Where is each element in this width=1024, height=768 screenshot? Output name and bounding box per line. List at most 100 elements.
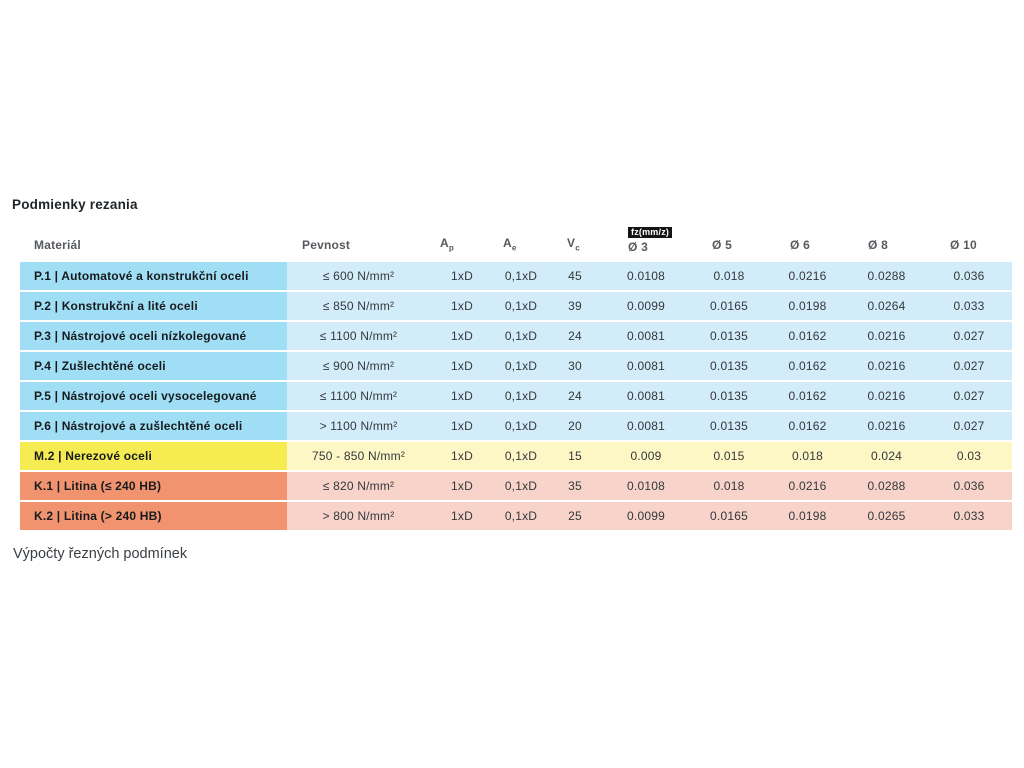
ae-symbol: A: [503, 235, 512, 250]
col-header-ap: Ap: [430, 224, 494, 260]
col-header-strength: Pevnost: [302, 238, 351, 252]
cell-fz-d8: 0.0216: [847, 382, 926, 410]
cutting-conditions-table: Materiál Pevnost Ap Ae Vc fz(mm/z) Ø 3 Ø…: [20, 222, 1012, 532]
cell-fz-d3: 0.0099: [602, 292, 690, 320]
cell-strength: ≤ 850 N/mm²: [287, 292, 430, 320]
cell-fz-d10: 0.027: [926, 412, 1012, 440]
cell-material: K.1 | Litina (≤ 240 HB): [20, 472, 287, 500]
cell-fz-d3: 0.009: [602, 442, 690, 470]
cell-ae: 0,1xD: [494, 352, 548, 380]
cell-ap: 1xD: [430, 442, 494, 470]
cell-fz-d3: 0.0081: [602, 412, 690, 440]
col-header-diameter-6: Ø 6: [790, 238, 810, 252]
cell-ae: 0,1xD: [494, 412, 548, 440]
cell-fz-d6: 0.0162: [768, 322, 847, 350]
cell-fz-d6: 0.0162: [768, 352, 847, 380]
cell-fz-d6: 0.018: [768, 442, 847, 470]
cell-material: K.2 | Litina (> 240 HB): [20, 502, 287, 530]
table-row-p6: P.6 | Nástrojové a zušlechtěné oceli > 1…: [20, 412, 1012, 440]
table-row-p1: P.1 | Automatové a konstrukční oceli ≤ 6…: [20, 262, 1012, 290]
cell-ae: 0,1xD: [494, 262, 548, 290]
cell-fz-d10: 0.033: [926, 292, 1012, 320]
section-title-calculations: Výpočty řezných podmínek: [13, 546, 188, 562]
cell-fz-d5: 0.0165: [690, 292, 768, 320]
cell-vc: 30: [548, 352, 602, 380]
cell-ae: 0,1xD: [494, 442, 548, 470]
cell-material: M.2 | Nerezové oceli: [20, 442, 287, 470]
ap-subscript: p: [448, 243, 454, 252]
cell-fz-d8: 0.0216: [847, 412, 926, 440]
cell-fz-d5: 0.0135: [690, 322, 768, 350]
cell-fz-d5: 0.018: [690, 472, 768, 500]
cell-material: P.1 | Automatové a konstrukční oceli: [20, 262, 287, 290]
cell-fz-d8: 0.0288: [847, 472, 926, 500]
table-row-m2: M.2 | Nerezové oceli 750 - 850 N/mm² 1xD…: [20, 442, 1012, 470]
cell-fz-d3: 0.0081: [602, 382, 690, 410]
ap-symbol: A: [440, 235, 449, 250]
cell-fz-d8: 0.0265: [847, 502, 926, 530]
cell-fz-d6: 0.0198: [768, 502, 847, 530]
cell-fz-d5: 0.0135: [690, 412, 768, 440]
cell-fz-d3: 0.0108: [602, 472, 690, 500]
cell-material: P.2 | Konstrukční a lité oceli: [20, 292, 287, 320]
cell-vc: 20: [548, 412, 602, 440]
cell-strength: > 1100 N/mm²: [287, 412, 430, 440]
header-row: Materiál Pevnost Ap Ae Vc fz(mm/z) Ø 3 Ø…: [20, 224, 1012, 260]
cell-material: P.5 | Nástrojové oceli vysocelegované: [20, 382, 287, 410]
vc-subscript: c: [575, 243, 580, 252]
cell-fz-d5: 0.015: [690, 442, 768, 470]
cell-fz-d3: 0.0099: [602, 502, 690, 530]
ae-subscript: e: [511, 243, 517, 252]
cell-strength: ≤ 1100 N/mm²: [287, 382, 430, 410]
vc-symbol: V: [567, 235, 576, 250]
cell-vc: 25: [548, 502, 602, 530]
cell-fz-d8: 0.0216: [847, 352, 926, 380]
cell-fz-d5: 0.018: [690, 262, 768, 290]
cell-strength: 750 - 850 N/mm²: [287, 442, 430, 470]
cell-material: P.6 | Nástrojové a zušlechtěné oceli: [20, 412, 287, 440]
cell-fz-d8: 0.0264: [847, 292, 926, 320]
table-row-p3: P.3 | Nástrojové oceli nízkolegované ≤ 1…: [20, 322, 1012, 350]
cell-ap: 1xD: [430, 262, 494, 290]
col-header-material: Materiál: [34, 238, 81, 252]
cell-ap: 1xD: [430, 412, 494, 440]
cell-material: P.4 | Zušlechtěné oceli: [20, 352, 287, 380]
cell-fz-d8: 0.0288: [847, 262, 926, 290]
fz-unit-badge: fz(mm/z): [628, 227, 673, 238]
cell-fz-d5: 0.0165: [690, 502, 768, 530]
cell-ae: 0,1xD: [494, 322, 548, 350]
cell-ap: 1xD: [430, 502, 494, 530]
cell-vc: 39: [548, 292, 602, 320]
cell-material: P.3 | Nástrojové oceli nízkolegované: [20, 322, 287, 350]
cell-fz-d6: 0.0216: [768, 262, 847, 290]
cell-strength: ≤ 1100 N/mm²: [287, 322, 430, 350]
col-header-vc: Vc: [548, 224, 602, 260]
cell-fz-d10: 0.03: [926, 442, 1012, 470]
cell-ap: 1xD: [430, 292, 494, 320]
cell-fz-d3: 0.0081: [602, 352, 690, 380]
table-row-k1: K.1 | Litina (≤ 240 HB) ≤ 820 N/mm² 1xD …: [20, 472, 1012, 500]
cell-vc: 24: [548, 322, 602, 350]
cell-fz-d10: 0.027: [926, 322, 1012, 350]
table-row-p2: P.2 | Konstrukční a lité oceli ≤ 850 N/m…: [20, 292, 1012, 320]
cell-ae: 0,1xD: [494, 502, 548, 530]
col-header-diameter-5: Ø 5: [712, 238, 732, 252]
cell-fz-d3: 0.0108: [602, 262, 690, 290]
cell-fz-d6: 0.0216: [768, 472, 847, 500]
cell-strength: ≤ 600 N/mm²: [287, 262, 430, 290]
cell-fz-d10: 0.027: [926, 352, 1012, 380]
cell-vc: 15: [548, 442, 602, 470]
cell-ap: 1xD: [430, 472, 494, 500]
cell-vc: 45: [548, 262, 602, 290]
cell-fz-d6: 0.0198: [768, 292, 847, 320]
col-header-ae: Ae: [494, 224, 548, 260]
cell-vc: 35: [548, 472, 602, 500]
col-header-diameter-8: Ø 8: [868, 238, 888, 252]
cell-vc: 24: [548, 382, 602, 410]
col-header-diameter-3: fz(mm/z) Ø 3: [602, 224, 690, 260]
cell-ap: 1xD: [430, 352, 494, 380]
cell-fz-d5: 0.0135: [690, 382, 768, 410]
cell-fz-d10: 0.027: [926, 382, 1012, 410]
cell-strength: > 800 N/mm²: [287, 502, 430, 530]
table-row-p4: P.4 | Zušlechtěné oceli ≤ 900 N/mm² 1xD …: [20, 352, 1012, 380]
